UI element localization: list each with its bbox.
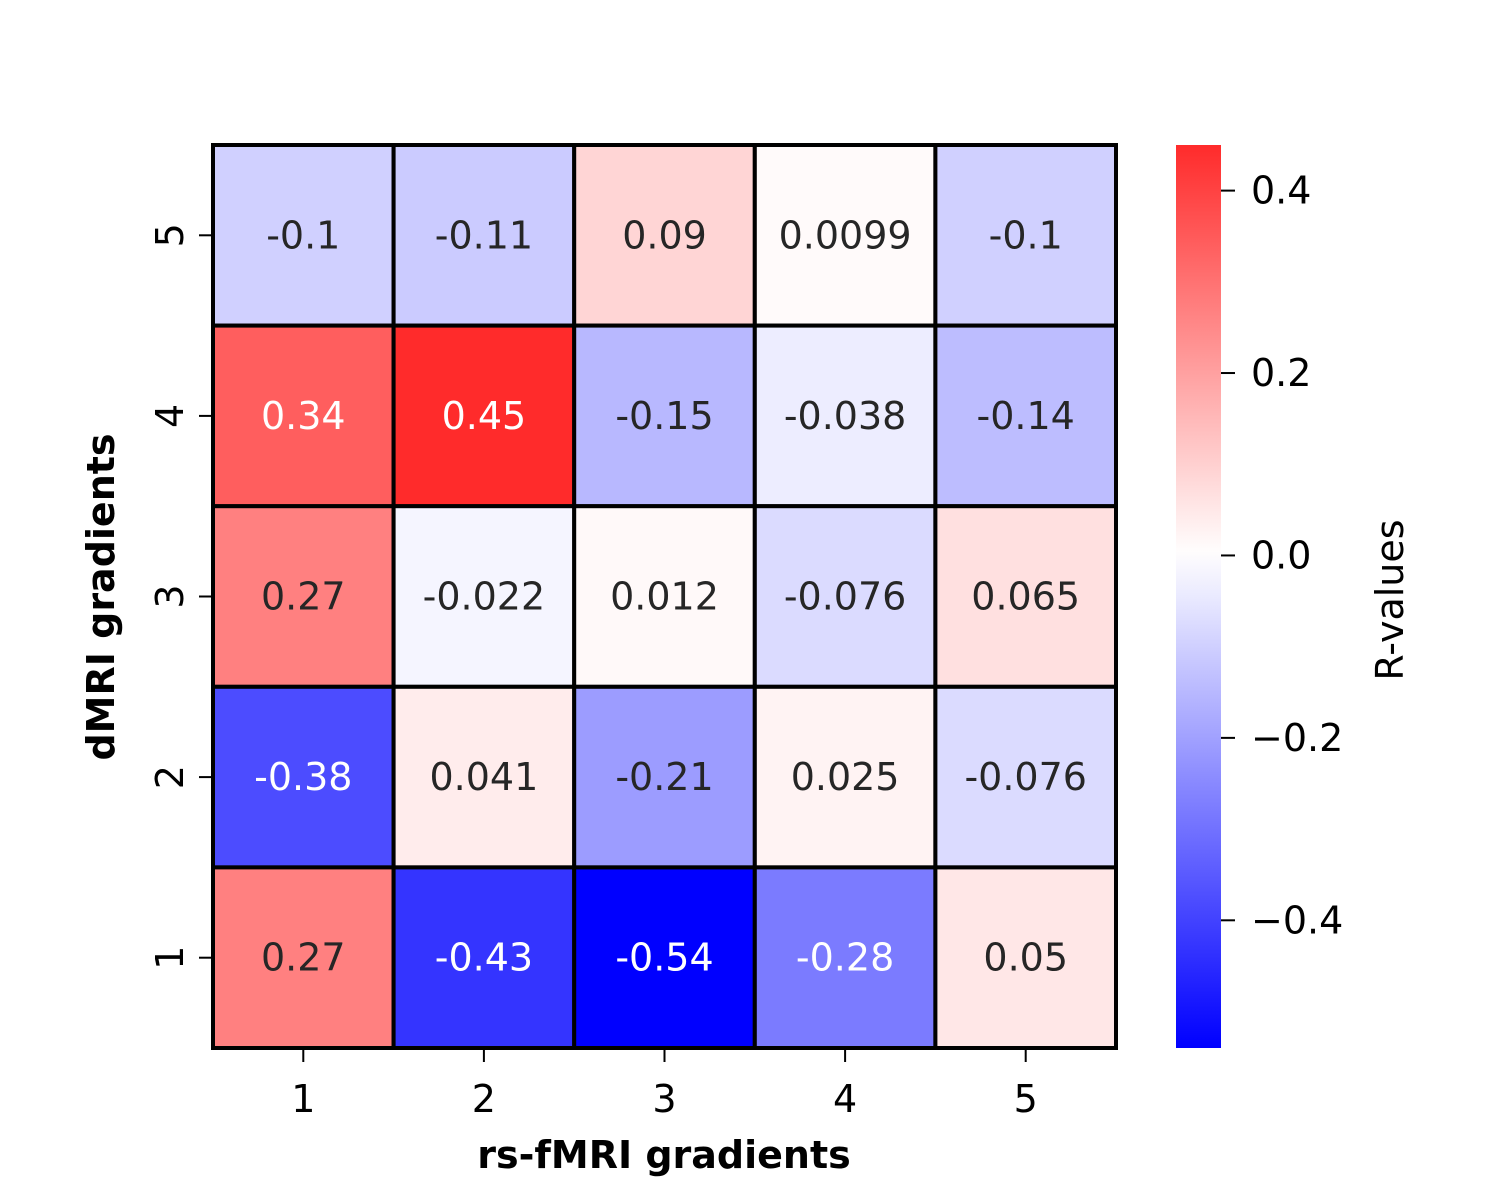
colorbar-tick-label: −0.4 — [1251, 898, 1343, 942]
y-tick-label: 5 — [148, 223, 192, 247]
colorbar-title: R-values — [1368, 519, 1412, 680]
y-axis: 5 4 3 2 1 — [148, 223, 213, 970]
y-tick-label: 3 — [148, 584, 192, 608]
cell-value-label: -0.038 — [784, 394, 907, 438]
x-tick-label: 2 — [472, 1077, 496, 1121]
heatmap-cell — [391, 865, 577, 1051]
cell-value-label: -0.28 — [796, 936, 894, 980]
heatmap-cells: -0.1 -0.11 0.09 0.0099 -0.1 0.34 0.45 -0.15 -0.0… — [211, 143, 1119, 1051]
cell-value-label: -0.022 — [423, 575, 546, 619]
colorbar-tick-label: 0.0 — [1251, 533, 1311, 577]
heatmap-cell — [572, 865, 757, 1051]
heatmap-cell — [752, 504, 938, 689]
y-tick-label: 4 — [148, 404, 192, 428]
heatmap-cell — [391, 143, 577, 328]
cell-value-label: 0.065 — [971, 575, 1080, 619]
cell-value-label: -0.38 — [254, 755, 352, 799]
heatmap-cell — [933, 323, 1119, 509]
heatmap-cell — [572, 684, 757, 870]
cell-value-label: 0.05 — [983, 936, 1068, 980]
cell-value-label: -0.076 — [964, 755, 1087, 799]
cell-value-label: 0.09 — [622, 213, 707, 257]
cell-value-label: -0.1 — [266, 213, 340, 257]
heatmap-cell — [211, 865, 396, 1051]
cell-value-label: 0.27 — [261, 575, 346, 619]
heatmap-cell — [391, 684, 577, 870]
cell-value-label: 0.0099 — [779, 213, 912, 257]
x-axis: 1 2 3 4 5 — [291, 1048, 1038, 1121]
heatmap-cell — [933, 684, 1119, 870]
x-tick-label: 3 — [652, 1077, 676, 1121]
heatmap-cell — [391, 504, 577, 689]
y-tick-label: 1 — [148, 946, 192, 970]
cell-value-label: -0.14 — [977, 394, 1075, 438]
cell-value-label: -0.15 — [615, 394, 713, 438]
colorbar-tick-label: 0.4 — [1251, 169, 1311, 213]
cell-value-label: -0.11 — [435, 213, 533, 257]
cell-value-label: -0.54 — [615, 936, 713, 980]
colorbar — [1176, 145, 1221, 1048]
colorbar-axis: 0.4 0.2 0.0 −0.2 −0.4 — [1221, 169, 1343, 942]
x-axis-title: rs-fMRI gradients — [477, 1133, 851, 1177]
cell-value-label: -0.076 — [784, 575, 907, 619]
heatmap-cell — [752, 684, 938, 870]
y-tick-label: 2 — [148, 765, 192, 789]
cell-value-label: 0.041 — [430, 755, 539, 799]
cell-value-label: 0.012 — [610, 575, 719, 619]
colorbar-tick-label: 0.2 — [1251, 351, 1311, 395]
cell-value-label: 0.34 — [261, 394, 346, 438]
y-axis-title: dMRI gradients — [79, 433, 123, 760]
cell-value-label: -0.43 — [435, 936, 533, 980]
heatmap-cell — [572, 323, 757, 509]
x-tick-label: 1 — [291, 1077, 315, 1121]
colorbar-tick-label: −0.2 — [1251, 716, 1343, 760]
x-tick-label: 5 — [1014, 1077, 1038, 1121]
x-tick-label: 4 — [833, 1077, 857, 1121]
heatmap-cell — [211, 143, 396, 328]
cell-value-label: 0.27 — [261, 936, 346, 980]
cell-value-label: 0.45 — [442, 394, 527, 438]
cell-value-label: 0.025 — [791, 755, 900, 799]
cell-value-label: -0.21 — [615, 755, 713, 799]
cell-value-label: -0.1 — [989, 213, 1063, 257]
